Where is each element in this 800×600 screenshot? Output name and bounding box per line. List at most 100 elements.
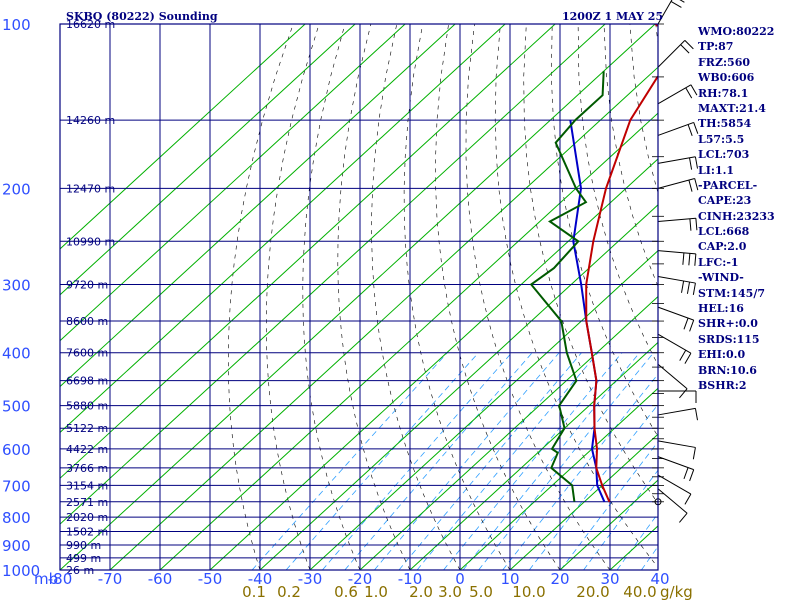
pressure-tick-label: 200 [2,180,31,198]
wind-barb-flag [689,218,692,231]
wind-barb [657,84,692,105]
isotherm-line [509,433,658,570]
stat-item: CAP:2.0 [698,240,747,254]
dry-adiabat-line [523,24,658,504]
stat-item: CINH:23233 [698,209,775,223]
wind-barb-flag [682,252,685,265]
pressure-tick-label: 500 [2,398,31,416]
stat-item: CAPE:23 [698,194,752,208]
isotherm-line [459,387,658,570]
mixing-ratio-label: 3.0 [438,583,462,600]
stat-item: HEL:16 [698,302,744,316]
temperature-tick-label: -20 [348,570,373,588]
temperature-tick-label: 20 [550,570,569,588]
mixing-ratio-label: 40.0 [623,583,656,600]
mixing-ratio-line [374,352,560,570]
height-label: 6698 m [66,375,108,388]
height-label: 990 m [66,539,101,552]
temperature-tick-label: 10 [500,570,519,588]
wind-barb-flag [679,0,685,3]
dry-adiabat-line [265,24,320,570]
wind-barb [657,156,696,164]
mixing-ratio-line [416,352,599,570]
wind-barb-flag [688,179,693,192]
mixing-ratio-label: 0.1 [242,583,266,600]
stat-item: LFC:-1 [698,255,739,269]
stat-item: STM:145/7 [698,286,765,300]
isotherm-line [309,250,658,570]
wind-barb-flag [684,352,692,364]
wind-barb-flag [681,280,685,293]
isotherm-line [159,112,658,570]
wind-barb-flag [694,178,699,191]
stat-item: SHR+:0.0 [698,317,758,331]
wind-barb-flag [694,156,698,169]
wind-barb [657,40,686,68]
height-label: 1502 m [66,525,108,538]
wind-barb-flag [679,512,688,523]
mixing-ratio-label: 2.0 [409,583,433,600]
height-label: 3766 m [66,462,108,475]
wind-barb-flag [670,1,682,8]
wind-profile [652,0,699,523]
pressure-tick-label: 300 [2,277,31,295]
stat-item: WMO:80222 [698,25,775,38]
wind-barb-flag [692,282,696,295]
background-grid [60,24,658,570]
height-label: 8600 m [66,315,108,328]
stats-panel: WMO:80222 TP:87 FRZ:560 WB0:606 RH:78.1 MAXT:… [698,24,775,393]
isotherm-line [60,24,306,250]
wind-barb-flag [679,349,687,361]
stat-item: MAXT:21.4 [698,101,766,115]
temperature-tick-label: -60 [148,570,173,588]
height-label: 7600 m [66,347,108,360]
wind-barb-flag [692,447,696,460]
temperature-tick-label: 30 [600,570,619,588]
pressure-unit-label: mb [34,570,58,588]
station-title: SKBQ (80222) Sounding [66,10,218,23]
height-label: 4422 m [66,443,108,456]
wind-barb-flag [684,493,692,505]
wind-barb-flag [695,218,698,231]
mixing-ratio-line [322,352,513,570]
stat-item: TH:5854 [698,117,752,131]
wind-barb [657,474,692,495]
dewpoint-line [529,71,605,502]
height-label: 12470 m [66,182,115,195]
temperature-tick-label: -50 [198,570,223,588]
wind-barb-flag [689,157,693,170]
isotherm-line [209,158,658,570]
isotherm-line [60,24,656,570]
isotherm-line [60,24,606,525]
wind-barb-flag [693,122,699,134]
isotherm-line [60,24,506,434]
mixing-ratio-label: 0.2 [277,583,301,600]
stat-item: FRZ:560 [698,55,751,69]
isotherm-line [60,24,356,296]
mixing-ratio-line [478,352,654,570]
wind-barb [657,178,695,189]
wind-barb-flag [690,84,698,96]
temperature-tick-label: -70 [98,570,123,588]
stat-item: RH:78.1 [698,86,749,100]
height-label: 9720 m [66,279,108,292]
height-label: 5122 m [66,422,108,435]
isotherm-line [409,341,658,570]
wind-barb [657,217,696,223]
plot-frame [59,23,659,571]
height-label: 5880 m [66,400,108,413]
wind-barb [657,121,694,136]
wind-barb [657,407,696,416]
temperature-tick-label: 40 [650,570,669,588]
height-label: 14260 m [66,114,115,127]
temperature-tick-label: -40 [248,570,273,588]
wind-barb-flag [680,44,690,54]
wind-barb-flag [679,388,688,399]
stat-item: -PARCEL- [698,178,758,192]
stat-item: TP:87 [698,40,734,54]
height-label: 3154 m [66,479,108,492]
stat-item: -WIND- [698,271,744,285]
height-label: 2571 m [66,496,108,509]
mixing-ratio-line [251,352,448,570]
mixing-ratio-line [285,352,479,570]
